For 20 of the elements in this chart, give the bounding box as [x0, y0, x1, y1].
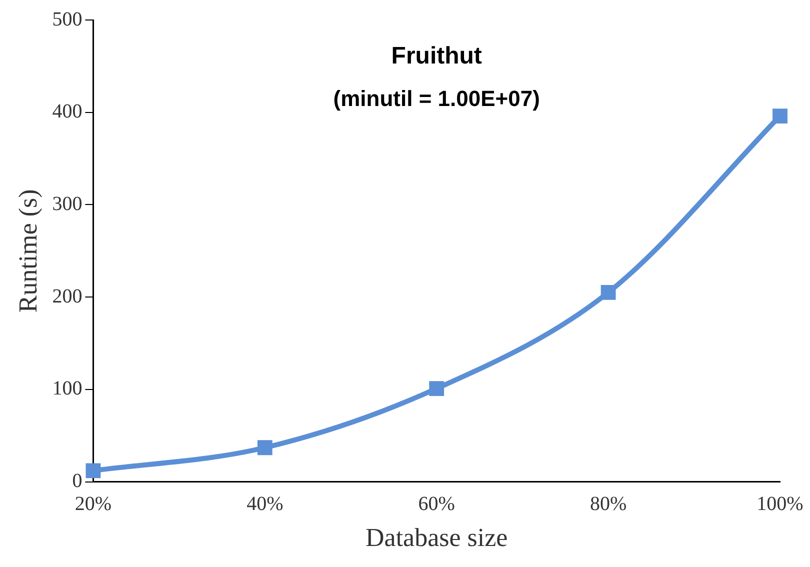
y-tick-label: 100	[52, 378, 82, 400]
x-tick-label: 20%	[74, 493, 112, 516]
text: Fruithut	[391, 42, 482, 70]
point	[600, 285, 616, 300]
point	[429, 381, 444, 396]
x-tick-label: 100%	[756, 493, 804, 516]
text: (minutil = 1.00E+07)	[333, 86, 540, 112]
point	[86, 463, 101, 478]
y-tick-label: 0	[72, 470, 82, 492]
y-tick-label: 400	[52, 100, 82, 123]
x-tick-label: 80%	[590, 493, 627, 516]
y-tick-label: 500	[52, 8, 82, 30]
point	[772, 108, 788, 124]
point	[257, 440, 272, 456]
y-tick-label: 300	[52, 192, 82, 215]
x-tick-label: 40%	[246, 493, 284, 516]
y-tick-label: 200	[52, 285, 82, 308]
y-axis-title: Runtime (s)	[13, 189, 42, 313]
x-axis-title: Database size	[366, 523, 508, 552]
x-tick-label: 60%	[418, 493, 455, 516]
